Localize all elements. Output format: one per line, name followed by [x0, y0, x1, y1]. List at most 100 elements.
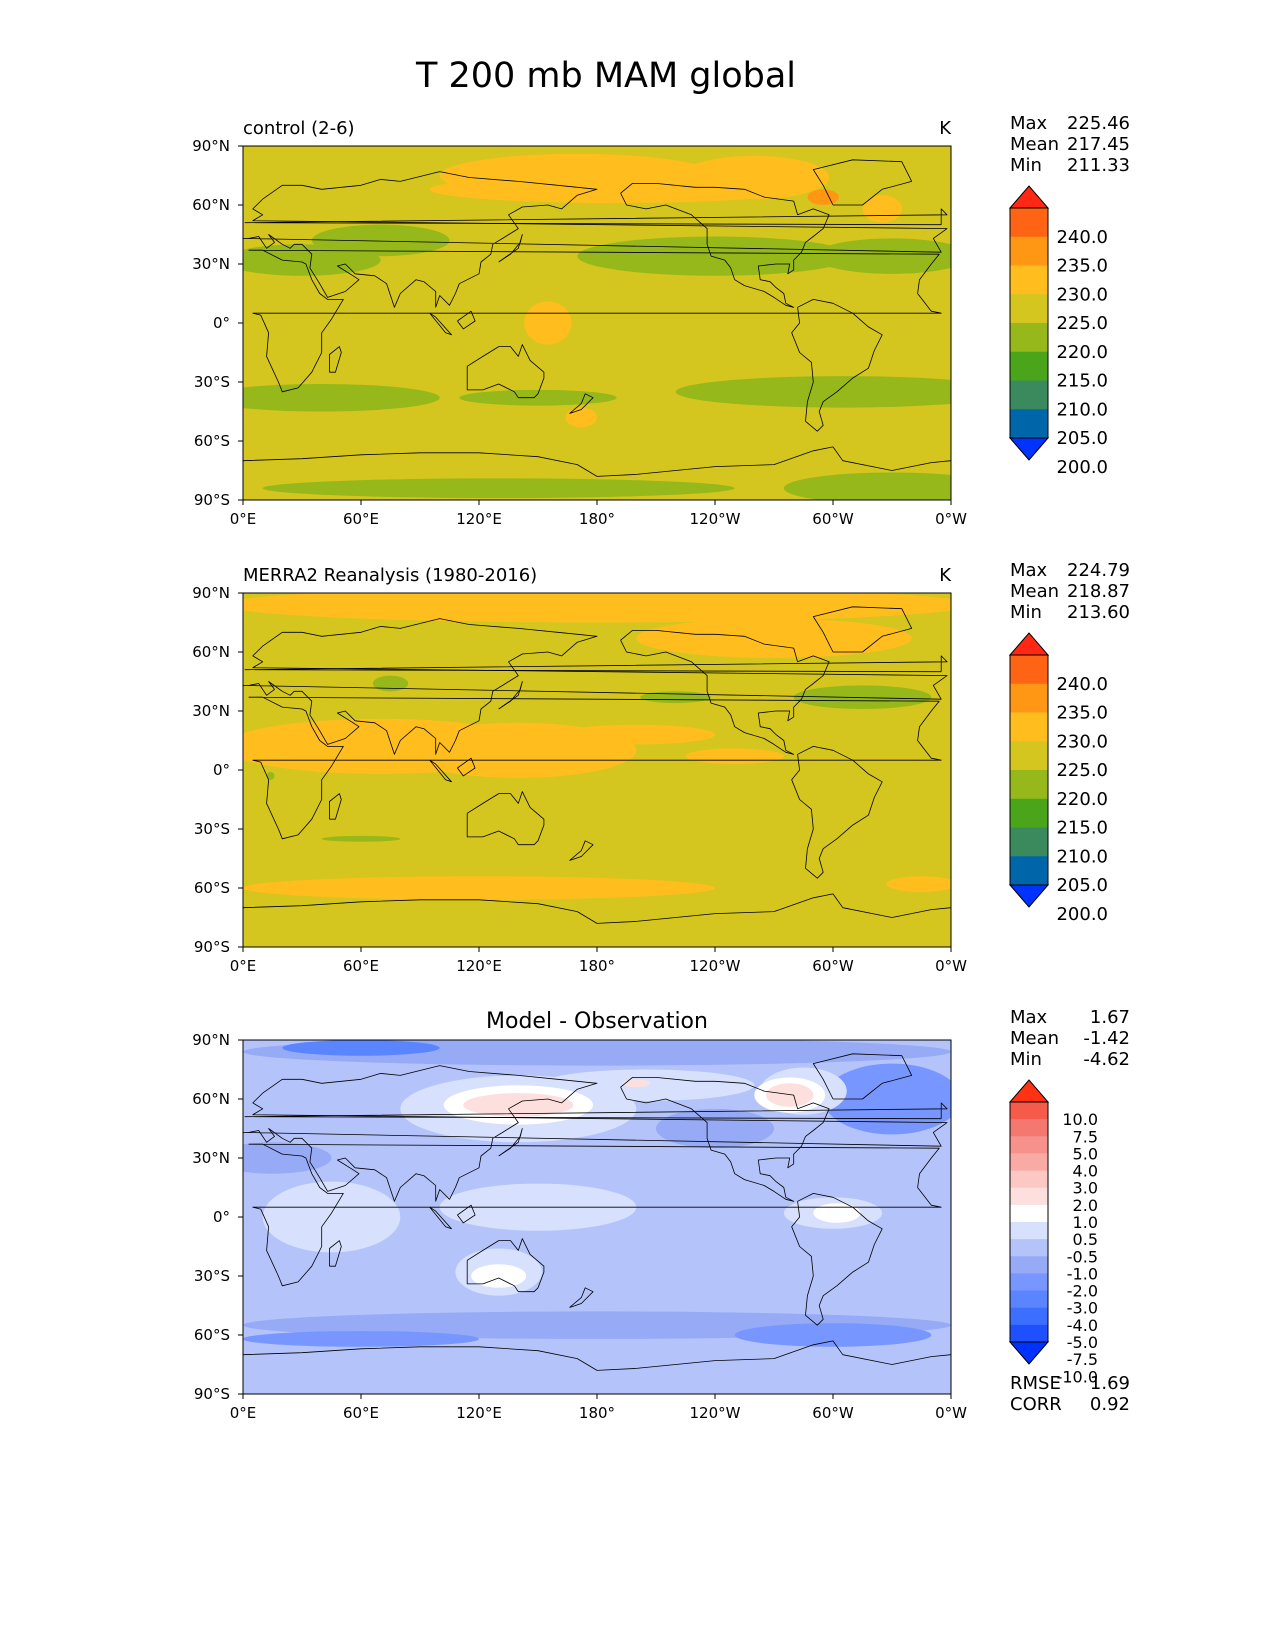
contour-region	[243, 876, 715, 900]
y-tick-label: 30°N	[192, 702, 230, 720]
coastline	[498, 681, 523, 710]
stat-value: 225.46	[1067, 113, 1130, 134]
coastline	[466, 1238, 545, 1293]
y-tick-label: 90°N	[192, 584, 230, 602]
colorbar-label: 240.0	[1056, 227, 1108, 248]
contour-region	[262, 1181, 401, 1253]
contour-region	[783, 472, 951, 500]
colorbar-label: 2.0	[1073, 1196, 1098, 1215]
stat-label: Mean	[1010, 581, 1059, 602]
x-tick-label: 0°E	[230, 957, 257, 975]
coastline	[329, 346, 342, 373]
colorbar-label: -0.5	[1067, 1247, 1098, 1266]
contour-region	[243, 383, 440, 412]
colorbar-segment	[1010, 208, 1048, 238]
colorbar: 240.0 235.0 230.0 225.0 220.0 215.0 210.0 205.0…	[1008, 185, 1108, 478]
coastline	[243, 171, 948, 308]
metrics-block: RMSE 1.69 CORR 0.92	[1010, 1373, 1130, 1415]
stat-value: 211.33	[1067, 155, 1130, 176]
coastline	[791, 1193, 883, 1326]
contour-region	[471, 1264, 527, 1288]
contour-region	[557, 724, 715, 745]
contour-region	[459, 389, 617, 406]
colorbar-extend-min	[1008, 437, 1050, 461]
colorbar-extend-min	[1008, 884, 1050, 908]
coastline	[243, 446, 951, 477]
colorbar-segment	[1010, 1187, 1048, 1206]
contour-region	[243, 1331, 479, 1347]
units-label: K	[939, 118, 952, 139]
y-tick-label: 90°N	[192, 1031, 230, 1049]
panel-title: Model - Observation	[486, 1009, 708, 1034]
colorbar-extend-max	[1008, 1079, 1050, 1103]
colorbar-label: -2.0	[1067, 1282, 1098, 1301]
contour-region	[622, 1079, 651, 1088]
colorbar-label: 200.0	[1056, 457, 1108, 478]
colorbar-frame	[1009, 207, 1049, 439]
x-tick-label: 60°E	[343, 957, 379, 975]
contour-region	[793, 685, 932, 710]
coastline	[329, 1240, 342, 1267]
x-tick-label: 180°	[579, 1404, 615, 1422]
colorbar-label: 210.0	[1056, 846, 1108, 867]
coastline	[620, 1077, 830, 1202]
contour-region	[656, 1108, 774, 1149]
x-tick-label: 120°E	[456, 957, 502, 975]
colorbar-segment	[1010, 1170, 1048, 1189]
colorbar-label: -3.0	[1067, 1299, 1098, 1318]
contour-region	[565, 407, 597, 428]
colorbar-segment	[1010, 1136, 1048, 1154]
colorbar-segment	[1010, 827, 1048, 857]
stats-block: Max 225.46 Mean 217.45 Min 211.33	[1010, 113, 1130, 176]
colorbar-label: -1.0	[1067, 1264, 1098, 1283]
contour-region	[311, 224, 450, 257]
colorbar-label: 240.0	[1056, 674, 1108, 695]
colorbar: 10.07.55.04.03.02.01.00.5-0.5-1.0-2.0-3.…	[1008, 1079, 1098, 1386]
colorbar-label: 0.5	[1073, 1230, 1098, 1249]
x-tick-label: 60°E	[343, 1404, 379, 1422]
contour-region	[807, 189, 839, 205]
colorbar-frame	[1009, 654, 1049, 886]
coastline	[466, 791, 545, 846]
panel-title: MERRA2 Reanalysis (1980-2016)	[243, 565, 537, 586]
colorbar-extend-min	[1008, 1341, 1050, 1365]
contour-region	[813, 1203, 861, 1223]
coastline	[329, 793, 342, 820]
contour-region	[734, 1323, 932, 1347]
stat-label: Mean	[1010, 134, 1059, 155]
y-tick-label: 60°S	[194, 1326, 230, 1344]
colorbar-frame	[1009, 1101, 1049, 1343]
coastline	[791, 746, 883, 879]
contour-region	[372, 675, 409, 692]
stat-label: Min	[1010, 155, 1042, 176]
colorbar-segment	[1010, 1102, 1048, 1120]
colorbar-extend-max	[1008, 632, 1050, 656]
colorbar-segment	[1010, 712, 1048, 742]
coastline	[248, 1143, 942, 1287]
colorbar-label: 10.0	[1062, 1110, 1098, 1129]
contour-region	[429, 175, 804, 204]
coastline	[429, 1206, 452, 1230]
x-tick-label: 120°W	[690, 510, 741, 528]
contour-region	[685, 748, 784, 765]
stat-value: 218.87	[1067, 581, 1130, 602]
coastline	[569, 840, 594, 861]
coastline	[812, 159, 913, 206]
contour-region	[823, 1063, 951, 1135]
colorbar-segment	[1010, 798, 1048, 828]
colorbar-segment	[1010, 1153, 1048, 1172]
contour-field	[243, 593, 951, 947]
coastline	[248, 249, 942, 393]
units-label: K	[939, 565, 952, 586]
x-tick-label: 180°	[579, 510, 615, 528]
colorbar-segment	[1010, 323, 1048, 353]
corr-label: CORR	[1010, 1394, 1062, 1415]
colorbar-segment	[1010, 856, 1048, 886]
stat-label: Min	[1010, 1049, 1042, 1070]
coastline	[243, 1340, 951, 1371]
y-tick-label: 60°S	[194, 432, 230, 450]
colorbar-label: 205.0	[1056, 875, 1108, 896]
x-tick-label: 180°	[579, 957, 615, 975]
colorbar-label: 210.0	[1056, 399, 1108, 420]
contour-region	[886, 876, 951, 892]
